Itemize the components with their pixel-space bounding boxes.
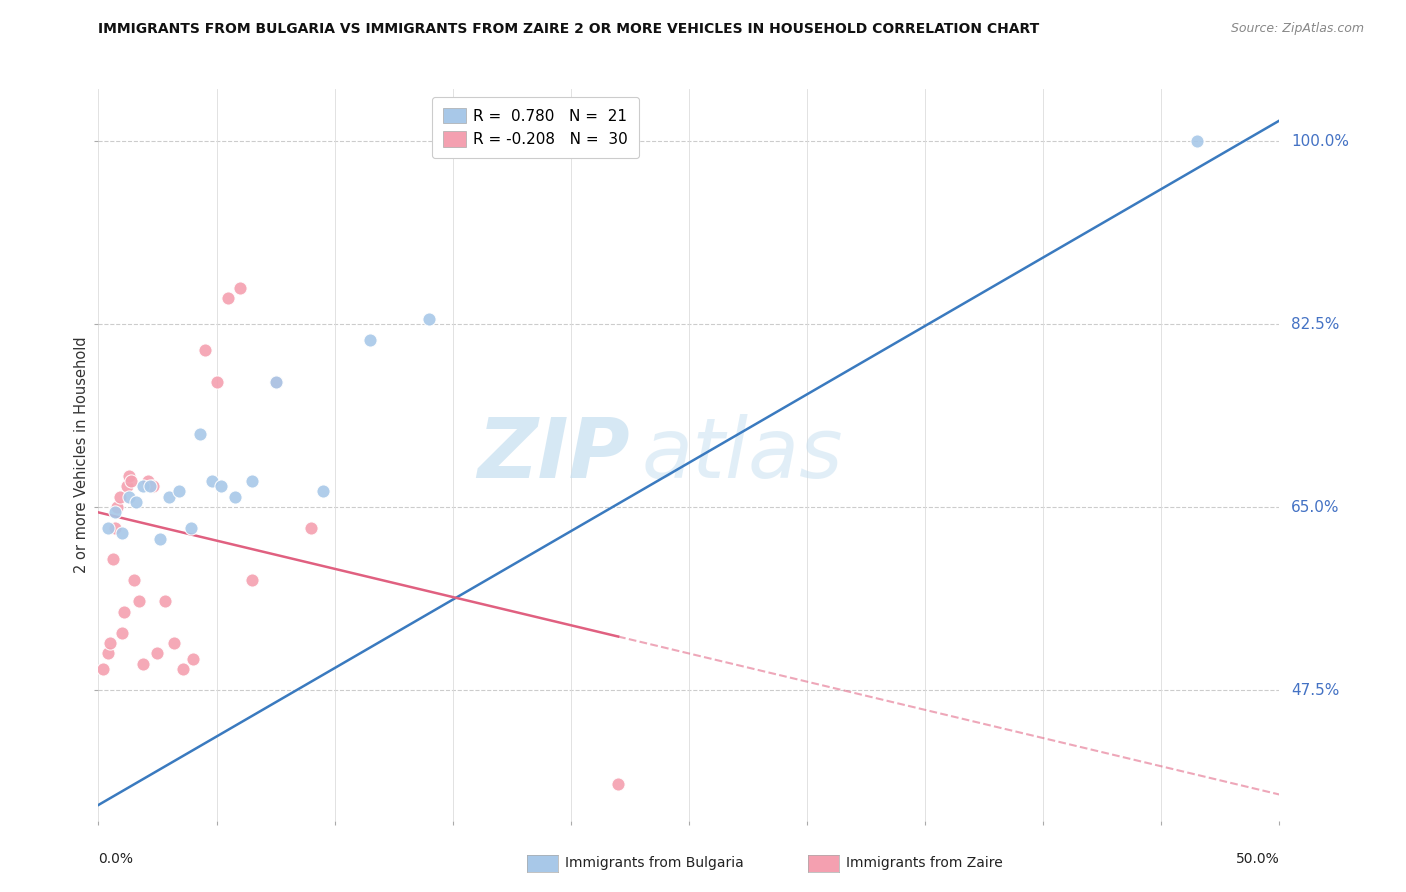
Point bbox=[122, 574, 145, 588]
Point bbox=[167, 484, 190, 499]
Text: ZIP: ZIP bbox=[477, 415, 630, 495]
Point bbox=[1185, 135, 1208, 149]
Text: 50.0%: 50.0% bbox=[1236, 852, 1279, 866]
Point bbox=[118, 468, 141, 483]
Point bbox=[115, 479, 138, 493]
Point bbox=[139, 479, 162, 493]
Point bbox=[163, 636, 186, 650]
Text: atlas: atlas bbox=[641, 415, 844, 495]
Point bbox=[118, 490, 141, 504]
Text: 82.5%: 82.5% bbox=[1291, 317, 1340, 332]
Point bbox=[172, 662, 194, 676]
Point bbox=[105, 500, 128, 515]
Point bbox=[264, 375, 287, 389]
Text: Source: ZipAtlas.com: Source: ZipAtlas.com bbox=[1230, 22, 1364, 36]
Point bbox=[98, 636, 121, 650]
Point bbox=[180, 521, 202, 535]
Text: 65.0%: 65.0% bbox=[1291, 500, 1340, 515]
Point bbox=[128, 594, 150, 608]
Point bbox=[136, 474, 159, 488]
Point bbox=[264, 375, 287, 389]
Point bbox=[104, 505, 127, 519]
Point bbox=[181, 651, 204, 665]
Text: Immigrants from Bulgaria: Immigrants from Bulgaria bbox=[565, 856, 744, 871]
Point bbox=[132, 479, 155, 493]
Point bbox=[153, 594, 176, 608]
Point bbox=[125, 495, 148, 509]
Point bbox=[229, 281, 252, 295]
Legend: R =  0.780   N =  21, R = -0.208   N =  30: R = 0.780 N = 21, R = -0.208 N = 30 bbox=[432, 97, 638, 158]
Point bbox=[607, 777, 630, 791]
Point bbox=[97, 647, 120, 661]
Point bbox=[91, 662, 114, 676]
Point bbox=[201, 474, 224, 488]
Point bbox=[121, 474, 143, 488]
Point bbox=[240, 474, 263, 488]
Point bbox=[104, 521, 127, 535]
Point bbox=[132, 657, 155, 671]
Text: Immigrants from Zaire: Immigrants from Zaire bbox=[846, 856, 1002, 871]
Point bbox=[157, 490, 180, 504]
Point bbox=[111, 526, 134, 541]
Point bbox=[108, 490, 131, 504]
Point bbox=[97, 521, 120, 535]
Text: 47.5%: 47.5% bbox=[1291, 682, 1340, 698]
Point bbox=[418, 312, 440, 326]
Text: 100.0%: 100.0% bbox=[1291, 134, 1350, 149]
Point bbox=[359, 333, 381, 347]
Point bbox=[146, 647, 169, 661]
Point bbox=[112, 605, 135, 619]
Y-axis label: 2 or more Vehicles in Household: 2 or more Vehicles in Household bbox=[73, 336, 89, 574]
Point bbox=[209, 479, 232, 493]
Point bbox=[188, 427, 211, 442]
Point bbox=[142, 479, 165, 493]
Text: IMMIGRANTS FROM BULGARIA VS IMMIGRANTS FROM ZAIRE 2 OR MORE VEHICLES IN HOUSEHOL: IMMIGRANTS FROM BULGARIA VS IMMIGRANTS F… bbox=[98, 22, 1039, 37]
Point bbox=[217, 291, 239, 305]
Text: 0.0%: 0.0% bbox=[98, 852, 134, 866]
Point bbox=[149, 532, 172, 546]
Point bbox=[299, 521, 322, 535]
Point bbox=[111, 625, 134, 640]
Point bbox=[224, 490, 246, 504]
Point bbox=[101, 552, 124, 566]
Point bbox=[312, 484, 335, 499]
Point bbox=[194, 343, 217, 358]
Point bbox=[240, 574, 263, 588]
Point bbox=[205, 375, 228, 389]
